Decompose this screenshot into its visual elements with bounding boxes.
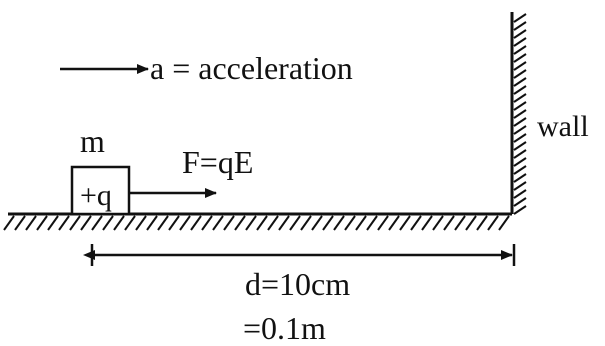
wall-hatch-stroke — [513, 149, 527, 159]
ground-hatch-stroke — [25, 215, 37, 231]
wall-hatch-stroke — [513, 117, 527, 127]
ground-hatch-stroke — [465, 215, 477, 231]
wall-hatch-stroke — [513, 93, 527, 103]
ground-hatch-stroke — [212, 215, 224, 231]
ground-hatch-stroke — [201, 215, 213, 231]
ground-hatch-stroke — [432, 215, 444, 231]
wall-hatch-stroke — [513, 205, 527, 215]
wall-hatch-stroke — [513, 21, 527, 31]
ground-hatch-stroke — [157, 215, 169, 231]
distance-label: d=10cm — [245, 266, 351, 302]
ground-hatch-stroke — [300, 215, 312, 231]
ground-hatch-stroke — [498, 215, 510, 231]
ground-hatch-stroke — [487, 215, 499, 231]
ground-hatch-stroke — [267, 215, 279, 231]
ground-hatch-stroke — [421, 215, 433, 231]
ground-hatch-stroke — [146, 215, 158, 231]
ground-hatch-stroke — [223, 215, 235, 231]
wall-hatch-stroke — [513, 29, 527, 39]
ground-hatch-stroke — [443, 215, 455, 231]
ground-hatch-stroke — [399, 215, 411, 231]
ground-hatch-stroke — [168, 215, 180, 231]
ground-hatch-stroke — [234, 215, 246, 231]
wall-hatch-stroke — [513, 85, 527, 95]
wall-hatch-stroke — [513, 37, 527, 47]
force-label: F=qE — [182, 144, 254, 180]
ground-hatch-stroke — [355, 215, 367, 231]
ground-hatch-stroke — [36, 215, 48, 231]
wall-hatch-stroke — [513, 141, 527, 151]
ground-hatch-stroke — [58, 215, 70, 231]
ground-hatch-stroke — [410, 215, 422, 231]
wall-hatch-stroke — [513, 61, 527, 71]
ground-hatch-stroke — [69, 215, 81, 231]
ground-hatch-stroke — [333, 215, 345, 231]
wall-hatch-stroke — [513, 125, 527, 135]
charged-block — [70, 165, 131, 216]
ground-hatch-stroke — [190, 215, 202, 231]
ground-hatch-stroke — [366, 215, 378, 231]
mass-label: m — [80, 123, 105, 159]
ground-hatch-stroke — [80, 215, 92, 231]
ground-hatch-stroke — [322, 215, 334, 231]
acceleration-label: a = acceleration — [150, 50, 353, 86]
wall-hatch-stroke — [513, 157, 527, 167]
ground-hatch-stroke — [113, 215, 125, 231]
wall-hatch-stroke — [513, 197, 527, 207]
wall-label: wall — [537, 110, 589, 143]
wall-hatch-stroke — [513, 45, 527, 55]
wall-hatch-stroke — [513, 181, 527, 191]
ground-hatch-stroke — [476, 215, 488, 231]
wall-hatch-stroke — [513, 101, 527, 111]
wall-hatch-stroke — [513, 53, 527, 63]
ground-hatch-stroke — [454, 215, 466, 231]
wall-hatch-stroke — [513, 133, 527, 143]
ground-hatch-stroke — [377, 215, 389, 231]
wall-hatch-stroke — [513, 189, 527, 199]
ground-hatch-stroke — [388, 215, 400, 231]
ground-hatch-stroke — [91, 215, 103, 231]
ground-hatch-stroke — [135, 215, 147, 231]
wall-hatch-stroke — [513, 69, 527, 79]
ground-hatch-stroke — [14, 215, 26, 231]
ground-hatch-stroke — [344, 215, 356, 231]
ground-hatch-stroke — [245, 215, 257, 231]
ground-hatch-stroke — [179, 215, 191, 231]
ground-hatch-stroke — [3, 215, 15, 231]
wall-hatch-stroke — [513, 173, 527, 183]
wall-hatch-stroke — [513, 109, 527, 119]
ground-hatch-stroke — [124, 215, 136, 231]
wall-hatch-stroke — [513, 165, 527, 175]
ground-hatching — [3, 215, 510, 231]
wall-hatching — [513, 13, 527, 215]
ground-hatch-stroke — [278, 215, 290, 231]
charge-label: +q — [80, 179, 112, 212]
ground-hatch-stroke — [47, 215, 59, 231]
wall-hatch-stroke — [513, 77, 527, 87]
ground-hatch-stroke — [256, 215, 268, 231]
wall-hatch-stroke — [513, 13, 527, 23]
distance-meters-label: =0.1m — [243, 310, 326, 346]
ground-hatch-stroke — [311, 215, 323, 231]
ground-hatch-stroke — [102, 215, 114, 231]
ground-hatch-stroke — [289, 215, 301, 231]
